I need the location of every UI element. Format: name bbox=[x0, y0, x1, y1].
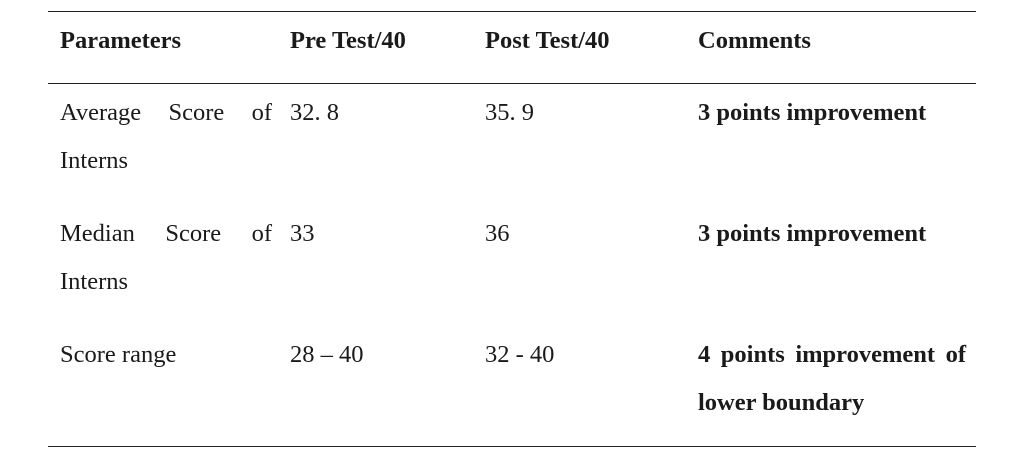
row-average-comment: 3 points improvement bbox=[698, 99, 927, 126]
row-median-post: 36 bbox=[485, 220, 510, 247]
header-parameters: Parameters bbox=[60, 27, 182, 54]
row-range-parameter: Score range bbox=[60, 341, 177, 368]
row-median-parameter-line1: Median Score of bbox=[60, 220, 272, 247]
row-median-comment: 3 points improvement bbox=[698, 220, 927, 247]
row-average-parameter-line2: Interns bbox=[60, 147, 129, 174]
row-average-post: 35. 9 bbox=[485, 99, 534, 126]
header-post-test: Post Test/40 bbox=[485, 27, 610, 54]
row-average-pre: 32. 8 bbox=[290, 99, 339, 126]
row-range-comment-line1: 4 points improvement of bbox=[698, 341, 966, 368]
row-range-post: 32 - 40 bbox=[485, 341, 555, 368]
table-top-rule bbox=[48, 11, 976, 12]
row-range-comment-line2: lower boundary bbox=[698, 389, 865, 416]
row-median-pre: 33 bbox=[290, 220, 315, 247]
header-comments: Comments bbox=[698, 27, 811, 54]
row-range-pre: 28 – 40 bbox=[290, 341, 364, 368]
row-median-parameter-line2: Interns bbox=[60, 268, 129, 295]
row-average-parameter-line1: Average Score of bbox=[60, 99, 272, 126]
table-bottom-rule bbox=[48, 446, 976, 447]
header-pre-test: Pre Test/40 bbox=[290, 27, 406, 54]
table-header-rule bbox=[48, 83, 976, 84]
